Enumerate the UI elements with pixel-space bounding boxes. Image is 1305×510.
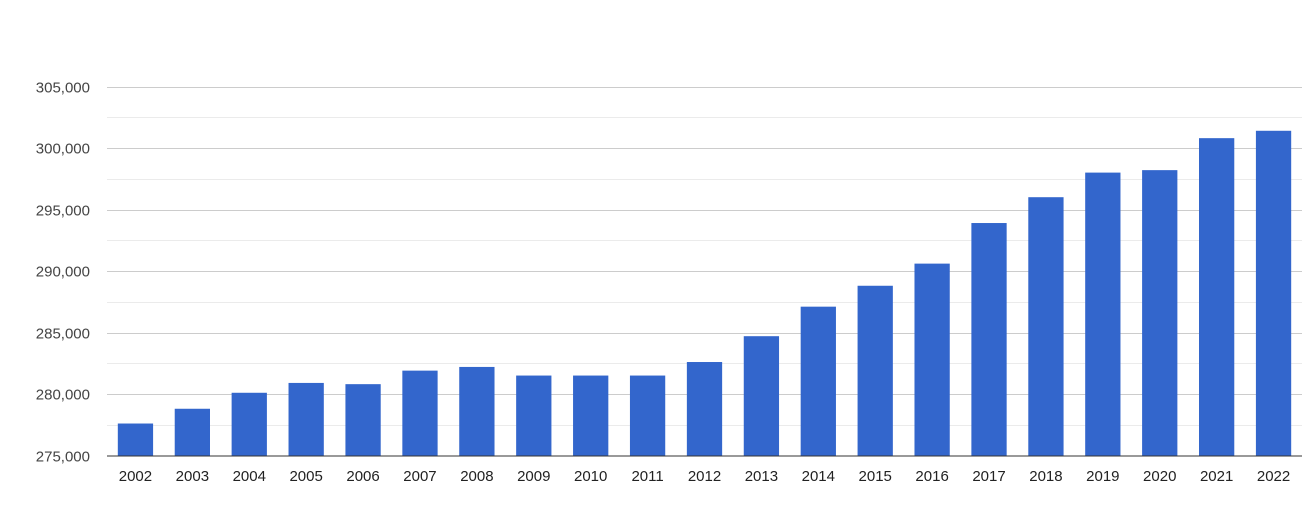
x-tick-label: 2014 [802,468,835,485]
bar [1142,170,1178,456]
y-axis-tick-labels: 275,000 280,000 285,000 290,000 295,000 300,0… [36,80,90,466]
bar [800,306,836,456]
bar [117,423,154,456]
x-tick-label: 2019 [1086,468,1119,485]
y-tick-label: 275,000 [36,449,90,466]
x-tick-label: 2018 [1029,468,1062,485]
bar [1255,130,1292,456]
x-tick-label: 2017 [972,468,1005,485]
x-tick-label: 2015 [859,468,892,485]
x-tick-label: 2008 [460,468,493,485]
x-tick-label: 2002 [119,468,152,485]
bar [629,375,666,456]
y-tick-label: 290,000 [36,264,90,281]
y-tick-label: 295,000 [36,203,90,220]
y-tick-label: 305,000 [36,80,90,97]
x-tick-label: 2009 [517,468,550,485]
bar [516,375,552,456]
bar [1199,138,1235,456]
bar [288,382,324,456]
bar [345,384,381,456]
bar [1085,172,1121,456]
x-tick-label: 2004 [233,468,266,485]
y-tick-label: 300,000 [36,141,90,158]
bar [573,375,609,456]
x-tick-label: 2022 [1257,468,1290,485]
bar [914,263,950,456]
bar [686,362,723,456]
x-axis-tick-labels: 2002 2003 2004 2005 2006 2007 2008 2009 2010 2011… [119,468,1290,485]
bar [743,336,780,456]
x-tick-label: 2016 [915,468,948,485]
bar [1028,197,1064,456]
bar [402,370,438,456]
bars [117,130,1292,456]
y-tick-label: 285,000 [36,326,90,343]
bar [459,366,495,456]
bar [231,392,267,456]
bar [174,408,210,456]
x-tick-label: 2012 [688,468,721,485]
x-tick-label: 2006 [346,468,379,485]
x-tick-label: 2020 [1143,468,1176,485]
x-tick-label: 2005 [289,468,322,485]
y-tick-label: 280,000 [36,387,90,404]
x-tick-label: 2007 [403,468,436,485]
x-tick-label: 2003 [176,468,209,485]
x-tick-label: 2021 [1200,468,1233,485]
x-tick-label: 2011 [631,468,663,485]
bar [971,223,1007,456]
bar [857,285,893,456]
x-tick-label: 2013 [745,468,778,485]
x-tick-label: 2010 [574,468,607,485]
